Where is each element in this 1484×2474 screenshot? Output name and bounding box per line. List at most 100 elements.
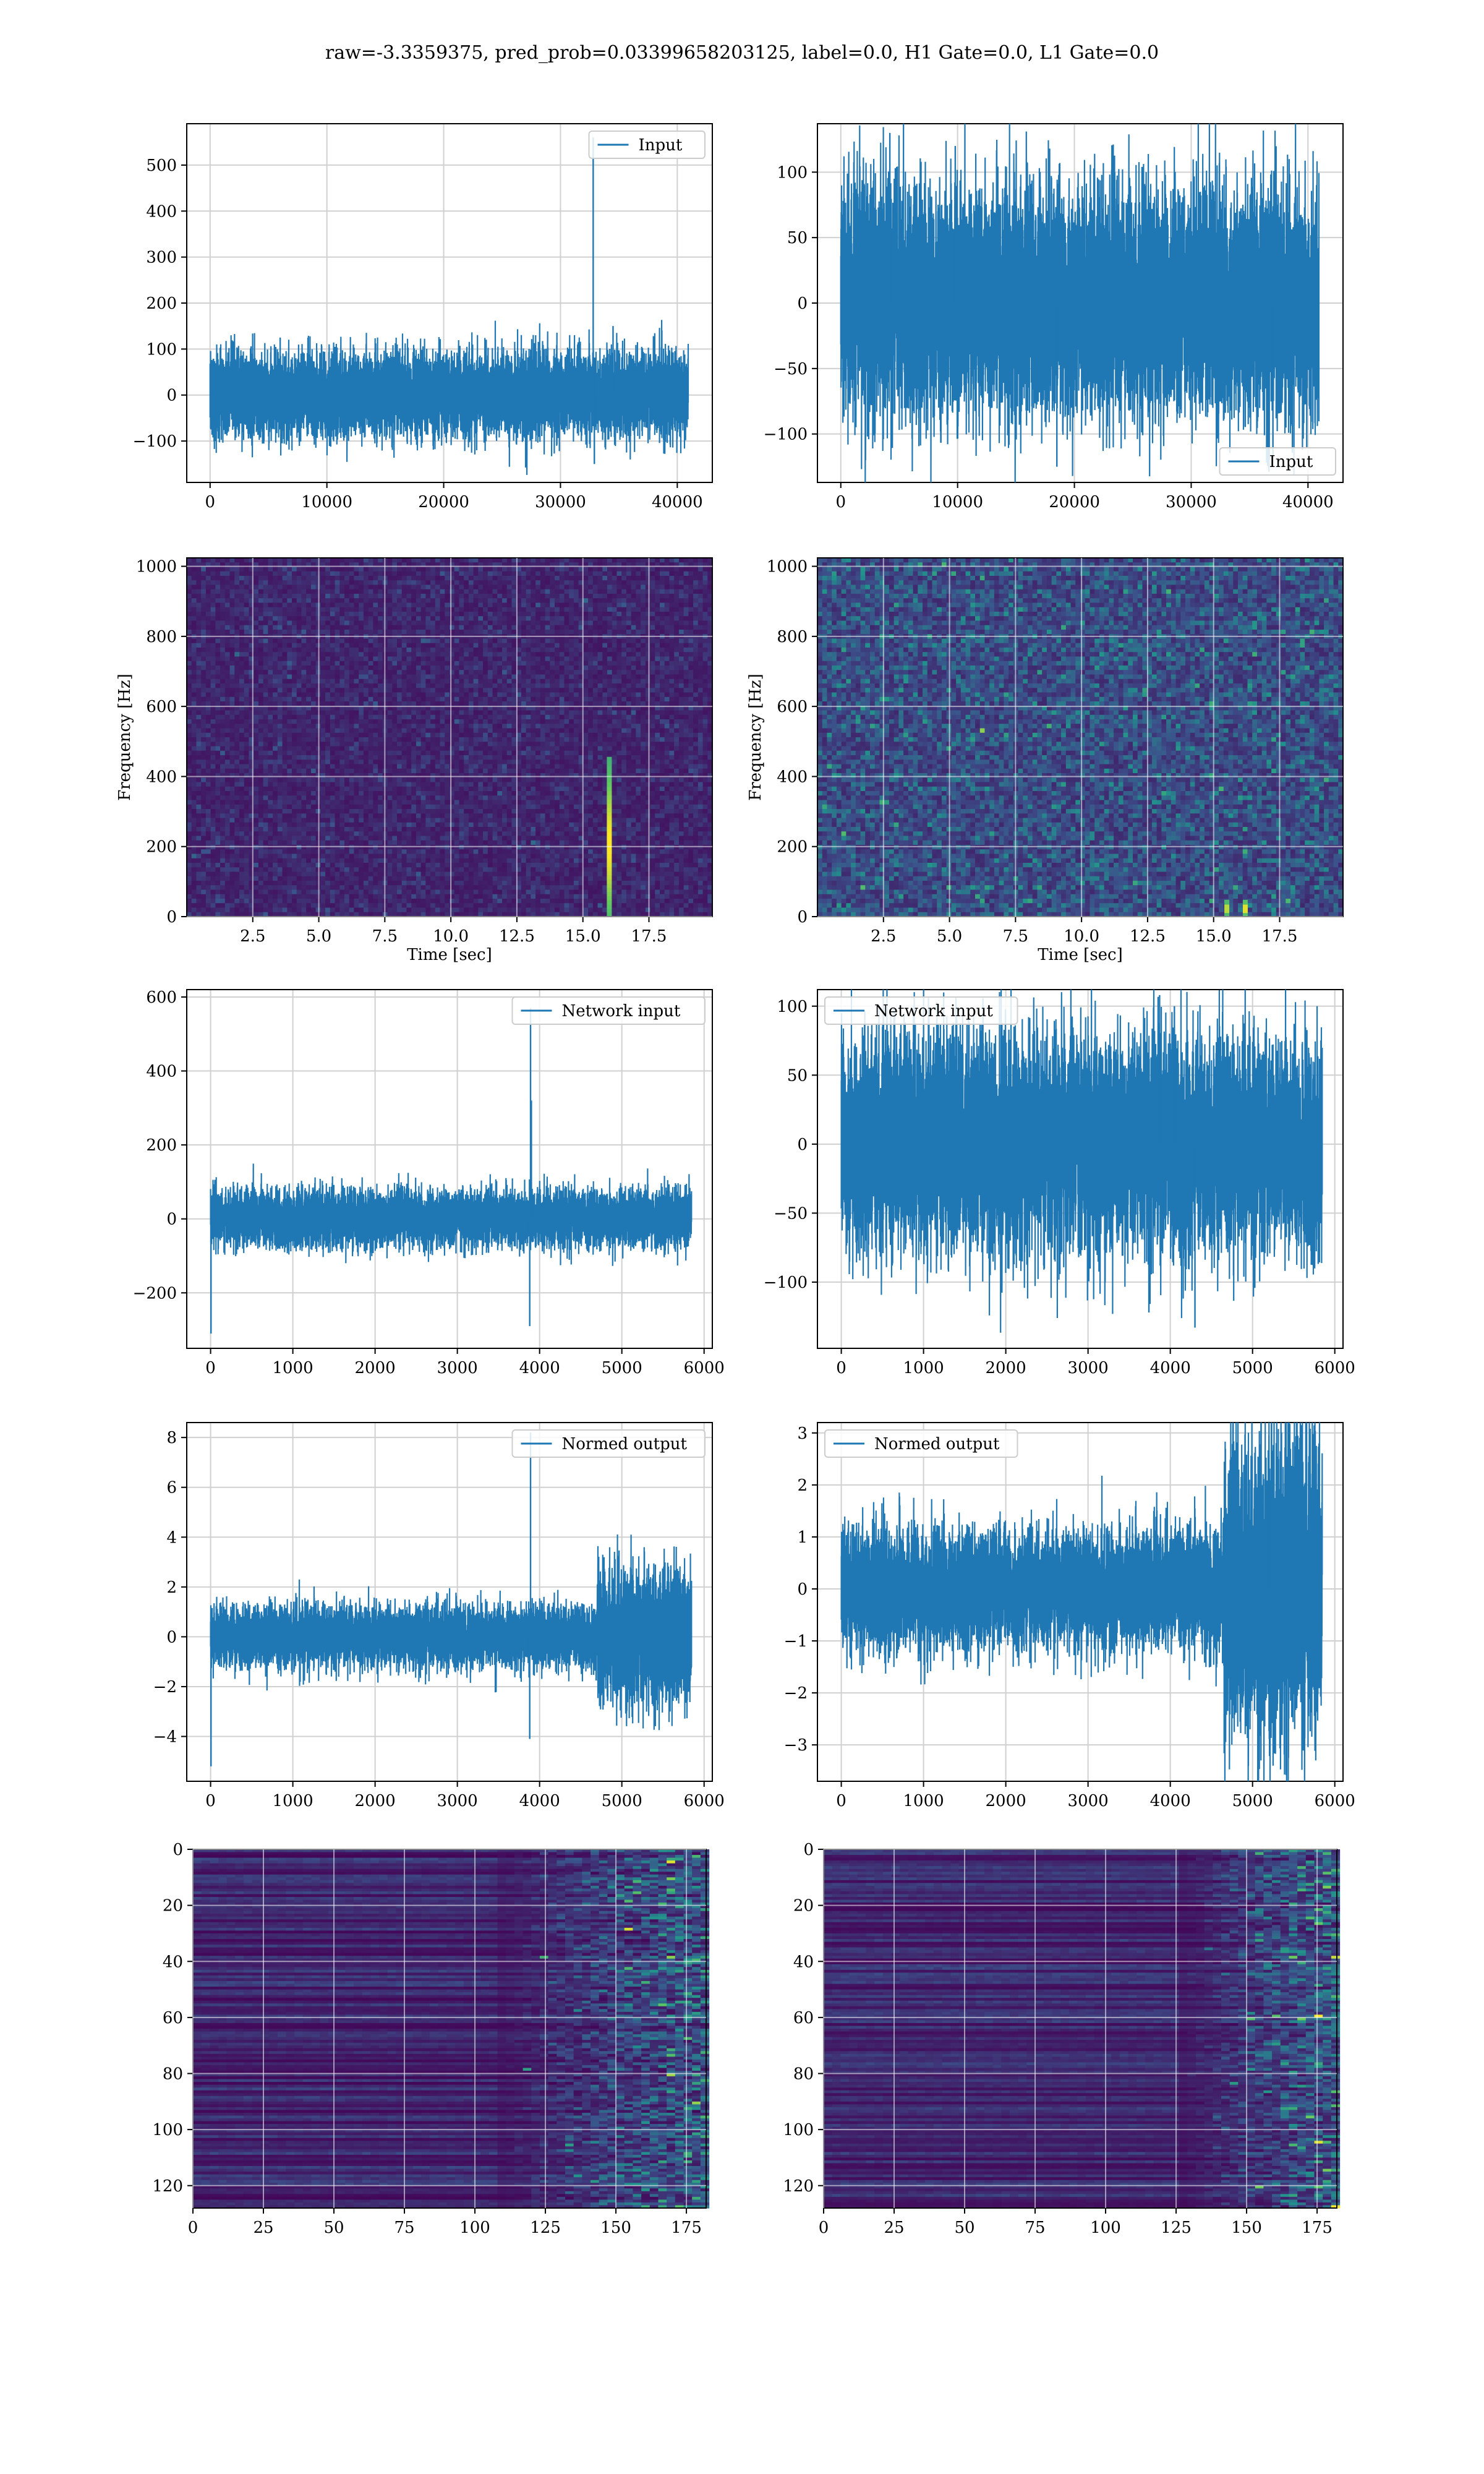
heatmap-cell <box>469 670 474 675</box>
heatmap-cell <box>373 589 378 594</box>
heatmap-cell <box>206 607 211 612</box>
heatmap-cell <box>344 693 349 698</box>
heatmap-cell <box>292 576 297 581</box>
heatmap-cell <box>258 630 263 635</box>
heatmap-cell <box>454 643 459 648</box>
heatmap-cell <box>215 715 220 720</box>
heatmap-cell <box>378 621 383 626</box>
heatmap-cell <box>507 666 512 670</box>
heatmap-cell <box>211 648 216 653</box>
heatmap-cell <box>230 639 235 644</box>
heatmap-cell <box>220 683 225 688</box>
heatmap-cell <box>364 675 369 680</box>
heatmap-cell <box>583 652 588 657</box>
heatmap-cell <box>646 643 650 648</box>
heatmap-cell <box>626 675 631 680</box>
heatmap-cell <box>483 693 488 698</box>
heatmap-cell <box>593 648 598 653</box>
heatmap-cell <box>459 711 464 716</box>
heatmap-cell <box>320 675 325 680</box>
heatmap-cell <box>607 666 612 670</box>
heatmap-cell <box>206 693 211 698</box>
heatmap-cell <box>688 666 693 670</box>
heatmap-cell <box>397 648 402 653</box>
heatmap-cell <box>593 675 598 680</box>
heatmap-cell <box>201 607 206 612</box>
heatmap-cell <box>192 585 197 590</box>
heatmap-cell <box>388 670 393 675</box>
heatmap-cell <box>646 666 650 670</box>
heatmap-cell <box>474 657 479 662</box>
heatmap-cell <box>674 670 679 675</box>
heatmap-cell <box>531 643 535 648</box>
heatmap-cell <box>703 719 708 724</box>
heatmap-cell <box>593 683 598 688</box>
heatmap-cell <box>430 585 435 590</box>
heatmap-cell <box>388 589 393 594</box>
heatmap-cell <box>354 652 359 657</box>
heatmap-cell <box>206 675 211 680</box>
heatmap-cell <box>646 688 650 693</box>
heatmap-cell <box>411 657 416 662</box>
heatmap-cell <box>540 594 545 599</box>
heatmap-cell <box>679 675 684 680</box>
heatmap-cell <box>254 594 258 599</box>
heatmap-cell <box>244 719 249 724</box>
heatmap-cell <box>359 724 364 729</box>
heatmap-cell <box>220 729 225 734</box>
heatmap-cell <box>287 679 292 684</box>
heatmap-cell <box>469 571 474 576</box>
heatmap-cell <box>301 657 306 662</box>
heatmap-cell <box>369 603 373 608</box>
heatmap-cell <box>674 675 679 680</box>
heatmap-cell <box>474 639 479 644</box>
heatmap-cell <box>583 657 588 662</box>
heatmap-cell <box>320 598 325 603</box>
heatmap-cell <box>646 585 650 590</box>
heatmap-cell <box>359 657 364 662</box>
heatmap-cell <box>225 621 230 626</box>
heatmap-cell <box>292 616 297 621</box>
heatmap-cell <box>688 679 693 684</box>
heatmap-cell <box>349 580 354 585</box>
heatmap-cell <box>564 585 569 590</box>
heatmap-cell <box>454 697 459 702</box>
heatmap-cell <box>655 679 660 684</box>
heatmap-cell <box>411 652 416 657</box>
heatmap-cell <box>369 607 373 612</box>
heatmap-cell <box>540 679 545 684</box>
heatmap-cell <box>555 693 560 698</box>
heatmap-cell <box>435 589 440 594</box>
heatmap-cell <box>693 679 698 684</box>
heatmap-cell <box>679 625 684 630</box>
heatmap-cell <box>402 580 407 585</box>
heatmap-cell <box>641 666 646 670</box>
heatmap-cell <box>550 616 555 621</box>
heatmap-cell <box>234 657 239 662</box>
heatmap-cell <box>545 616 550 621</box>
heatmap-cell <box>521 661 526 666</box>
heatmap-cell <box>411 719 416 724</box>
heatmap-cell <box>602 589 607 594</box>
heatmap-cell <box>521 607 526 612</box>
heatmap-cell <box>650 616 655 621</box>
heatmap-cell <box>234 670 239 675</box>
heatmap-cell <box>665 666 670 670</box>
heatmap-cell <box>626 657 631 662</box>
heatmap-cell <box>650 585 655 590</box>
heatmap-cell <box>330 603 335 608</box>
heatmap-cell <box>349 558 354 563</box>
heatmap-cell <box>301 693 306 698</box>
heatmap-cell <box>511 567 516 572</box>
heatmap-cell <box>215 612 220 617</box>
heatmap-cell <box>531 697 535 702</box>
heatmap-cell <box>497 701 502 706</box>
heatmap-cell <box>631 585 636 590</box>
heatmap-cell <box>263 715 268 720</box>
heatmap-cell <box>703 688 708 693</box>
heatmap-cell <box>311 701 316 706</box>
heatmap-cell <box>684 625 689 630</box>
heatmap-cell <box>201 621 206 626</box>
heatmap-cell <box>459 719 464 724</box>
heatmap-cell <box>416 607 421 612</box>
